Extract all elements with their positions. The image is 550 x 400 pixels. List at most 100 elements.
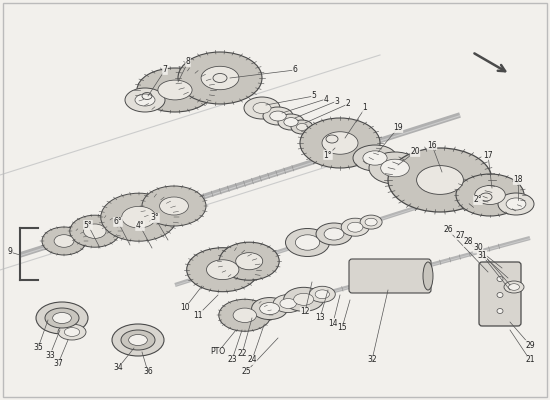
Text: 27: 27 [455, 230, 465, 240]
Text: 1: 1 [362, 104, 367, 112]
Ellipse shape [236, 253, 263, 270]
Text: 1°: 1° [324, 150, 332, 160]
Ellipse shape [219, 242, 279, 280]
Text: 17: 17 [483, 150, 493, 160]
Ellipse shape [201, 66, 239, 90]
Ellipse shape [135, 94, 155, 106]
Ellipse shape [219, 299, 271, 331]
Text: 5°: 5° [84, 220, 92, 230]
Ellipse shape [112, 324, 164, 356]
Ellipse shape [365, 218, 377, 226]
FancyBboxPatch shape [349, 259, 431, 293]
Ellipse shape [84, 224, 106, 238]
Text: 2: 2 [345, 100, 350, 108]
Ellipse shape [353, 145, 397, 171]
FancyBboxPatch shape [479, 262, 521, 326]
Text: 19: 19 [393, 124, 403, 132]
Ellipse shape [122, 206, 156, 228]
Text: 29: 29 [525, 340, 535, 350]
Text: 36: 36 [143, 368, 153, 376]
Ellipse shape [270, 111, 286, 121]
Text: 11: 11 [193, 310, 203, 320]
Text: 13: 13 [315, 314, 325, 322]
Ellipse shape [285, 228, 329, 256]
Ellipse shape [54, 235, 74, 247]
Ellipse shape [142, 186, 206, 226]
Ellipse shape [48, 309, 76, 327]
Ellipse shape [45, 308, 79, 328]
Text: 22: 22 [237, 350, 247, 358]
Ellipse shape [498, 193, 534, 215]
Text: 5: 5 [311, 92, 316, 100]
Ellipse shape [360, 215, 382, 229]
Text: 33: 33 [45, 350, 55, 360]
Ellipse shape [475, 186, 505, 204]
Ellipse shape [129, 334, 147, 346]
Ellipse shape [497, 292, 503, 298]
Ellipse shape [509, 284, 520, 290]
Ellipse shape [504, 281, 524, 293]
Text: 2°: 2° [474, 196, 482, 204]
Text: 15: 15 [337, 324, 347, 332]
Ellipse shape [253, 102, 271, 114]
Text: 24: 24 [247, 356, 257, 364]
Ellipse shape [296, 124, 307, 130]
Text: 9: 9 [8, 248, 13, 256]
Text: 31: 31 [477, 250, 487, 260]
Ellipse shape [160, 197, 189, 215]
Ellipse shape [53, 312, 72, 324]
Text: 35: 35 [33, 344, 43, 352]
Text: 4: 4 [323, 94, 328, 104]
Ellipse shape [101, 193, 177, 241]
Ellipse shape [125, 88, 165, 112]
Text: 12: 12 [300, 308, 310, 316]
Ellipse shape [322, 132, 358, 154]
Ellipse shape [263, 107, 293, 125]
Ellipse shape [244, 97, 280, 119]
Ellipse shape [36, 302, 88, 334]
Text: 23: 23 [227, 356, 237, 364]
Ellipse shape [294, 293, 313, 305]
Text: 26: 26 [443, 226, 453, 234]
Text: 20: 20 [410, 148, 420, 156]
Ellipse shape [388, 148, 492, 212]
Ellipse shape [348, 222, 363, 232]
Ellipse shape [369, 152, 421, 184]
Ellipse shape [70, 215, 120, 247]
Text: 32: 32 [367, 356, 377, 364]
Ellipse shape [309, 286, 336, 302]
Ellipse shape [42, 227, 86, 255]
Ellipse shape [315, 290, 329, 299]
Ellipse shape [300, 118, 380, 168]
Ellipse shape [233, 308, 256, 322]
Ellipse shape [121, 330, 155, 350]
Text: 6°: 6° [114, 218, 122, 226]
Ellipse shape [280, 298, 296, 308]
Ellipse shape [316, 223, 352, 245]
Ellipse shape [124, 331, 152, 349]
Text: 3°: 3° [151, 214, 160, 222]
Text: PTO: PTO [211, 348, 226, 356]
Ellipse shape [284, 118, 298, 126]
Text: 3: 3 [334, 96, 339, 106]
Text: 30: 30 [473, 244, 483, 252]
Ellipse shape [273, 294, 303, 312]
Text: 8: 8 [186, 58, 190, 66]
Ellipse shape [251, 298, 288, 320]
Ellipse shape [186, 248, 258, 292]
Text: 10: 10 [180, 304, 190, 312]
Text: 16: 16 [427, 140, 437, 150]
Ellipse shape [158, 80, 192, 100]
Ellipse shape [497, 308, 503, 314]
Ellipse shape [278, 114, 304, 130]
Ellipse shape [341, 218, 369, 236]
Text: 21: 21 [525, 356, 535, 364]
Ellipse shape [64, 328, 80, 336]
Text: 7: 7 [163, 66, 167, 74]
Text: 28: 28 [463, 238, 473, 246]
Ellipse shape [137, 68, 213, 112]
Text: 4°: 4° [136, 222, 144, 230]
Ellipse shape [381, 159, 409, 177]
Ellipse shape [416, 166, 464, 194]
Text: 6: 6 [293, 66, 298, 74]
